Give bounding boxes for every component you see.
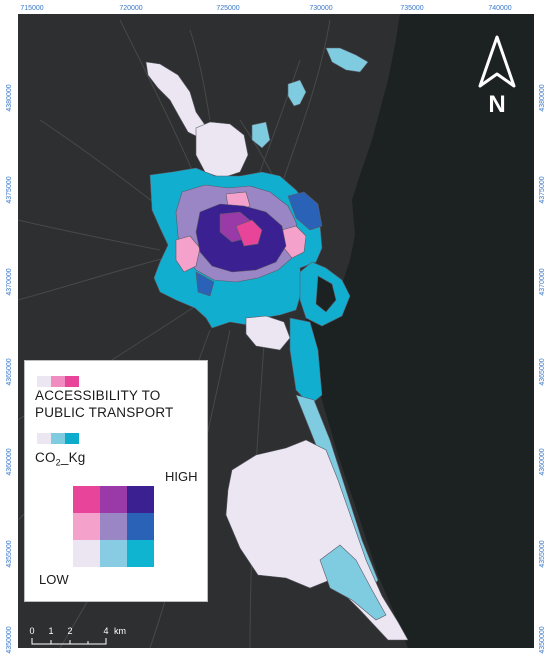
bivariate-cell-r2c1: [73, 513, 100, 540]
district-coastal-strip: [289, 317, 323, 406]
scale-bar: 0 1 2 4 km: [29, 626, 126, 645]
accessibility-swatch-low: [37, 376, 51, 387]
high-label: HIGH: [165, 469, 198, 484]
y-tick-left-4370000: 4370000: [6, 268, 13, 295]
district-blue-southwest: [195, 271, 215, 297]
scale-label-4: 4: [103, 626, 108, 636]
y-tick-left-4360000: 4360000: [6, 448, 13, 475]
x-axis-ticks: 715000 720000 725000 730000 735000 74000…: [20, 5, 511, 12]
y-tick-left-4355000: 4355000: [6, 540, 13, 567]
low-label: LOW: [39, 572, 69, 587]
accessibility-swatch-high: [65, 376, 79, 387]
co2-title-main: CO: [35, 450, 56, 465]
scale-label-0: 0: [29, 626, 34, 636]
bivariate-cell-r1c2: [100, 486, 127, 513]
y-tick-right-4350000: 4350000: [539, 626, 546, 653]
accessibility-swatches: [37, 376, 79, 387]
north-arrow: N: [472, 34, 522, 118]
co2-title-subscript: 2: [55, 457, 61, 468]
accessibility-swatch-mid: [51, 376, 65, 387]
y-tick-right-4375000: 4375000: [539, 176, 546, 203]
district-polygons: [145, 47, 409, 641]
x-tick-720000: 720000: [119, 5, 142, 12]
y-axis-ticks-left: 4380000 4375000 4370000 4365000 4360000 …: [6, 84, 13, 653]
x-tick-735000: 735000: [400, 5, 423, 12]
co2-swatch-low: [37, 433, 51, 444]
x-tick-725000: 725000: [216, 5, 239, 12]
district-northeast-strip: [325, 47, 369, 73]
bivariate-grid: [73, 486, 154, 567]
district-north-small: [251, 121, 271, 149]
y-tick-right-4365000: 4365000: [539, 358, 546, 385]
scale-label-2: 2: [67, 626, 72, 636]
scale-unit: km: [114, 626, 126, 636]
sea-area: [306, 14, 534, 648]
x-tick-730000: 730000: [309, 5, 332, 12]
district-southern-lightblue: [319, 544, 387, 621]
y-axis-ticks-right: 4380000 4375000 4370000 4365000 4360000 …: [539, 84, 546, 653]
north-arrow-label: N: [488, 91, 505, 116]
bivariate-cell-r1c1: [73, 486, 100, 513]
north-arrow-icon: N: [478, 35, 516, 118]
y-tick-left-4350000: 4350000: [6, 626, 13, 653]
district-south-pale: [245, 315, 291, 351]
x-tick-715000: 715000: [20, 5, 43, 12]
co2-swatches: [37, 433, 79, 444]
y-tick-right-4355000: 4355000: [539, 540, 546, 567]
bivariate-cell-r2c2: [100, 513, 127, 540]
bivariate-cell-r3c3: [127, 540, 154, 567]
district-blue-east: [287, 191, 323, 231]
y-tick-right-4380000: 4380000: [539, 84, 546, 111]
scale-bar-line: [31, 638, 107, 645]
co2-swatch-high: [65, 433, 79, 444]
legend-panel: ACCESSIBILITY TO PUBLIC TRANSPORT CO2_Kg…: [24, 360, 208, 602]
district-north-block: [195, 121, 249, 179]
accessibility-legend-title: ACCESSIBILITY TO PUBLIC TRANSPORT: [35, 388, 174, 420]
y-tick-right-4360000: 4360000: [539, 448, 546, 475]
y-tick-left-4375000: 4375000: [6, 176, 13, 203]
x-tick-740000: 740000: [488, 5, 511, 12]
bivariate-cell-r3c2: [100, 540, 127, 567]
district-pink-west: [175, 235, 201, 273]
y-tick-left-4380000: 4380000: [6, 84, 13, 111]
scale-label-1: 1: [48, 626, 53, 636]
co2-swatch-mid: [51, 433, 65, 444]
y-tick-right-4370000: 4370000: [539, 268, 546, 295]
port-docks: [315, 275, 337, 313]
district-northeast-small: [287, 79, 307, 107]
district-hotpink-inner: [235, 219, 263, 247]
bivariate-cell-r1c3: [127, 486, 154, 513]
bivariate-cell-r2c3: [127, 513, 154, 540]
co2-title-suffix: _Kg: [60, 450, 86, 465]
co2-legend-title: CO2_Kg: [35, 449, 86, 472]
y-tick-left-4365000: 4365000: [6, 358, 13, 385]
bivariate-cell-r3c1: [73, 540, 100, 567]
